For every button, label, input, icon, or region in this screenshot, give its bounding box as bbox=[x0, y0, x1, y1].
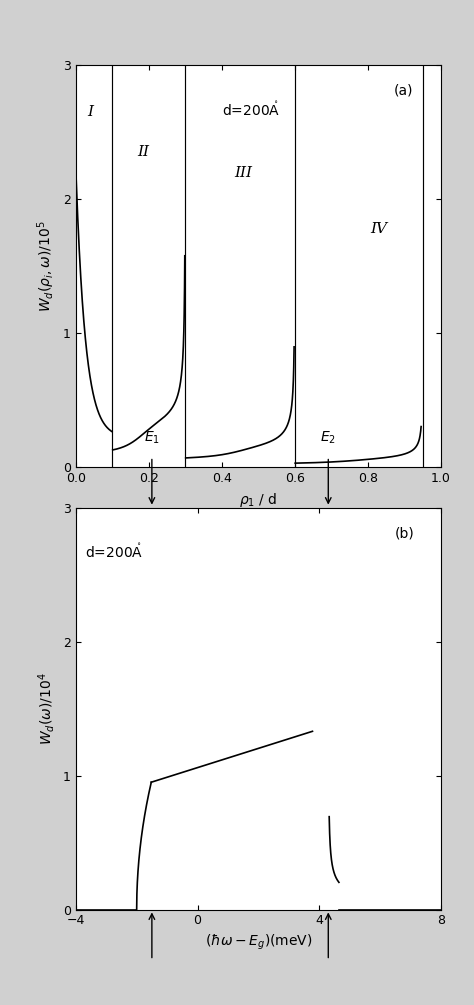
X-axis label: $(\hbar\omega - E_g)$(meV): $(\hbar\omega - E_g)$(meV) bbox=[205, 933, 312, 953]
Text: (a): (a) bbox=[393, 83, 413, 97]
X-axis label: $\rho_1$ / d: $\rho_1$ / d bbox=[239, 490, 278, 509]
Y-axis label: $W_d(\omega)/10^4$: $W_d(\omega)/10^4$ bbox=[36, 672, 57, 745]
Y-axis label: $W_d(\rho_i,\omega)/10^5$: $W_d(\rho_i,\omega)/10^5$ bbox=[36, 220, 57, 313]
Text: d=200$\mathring{\rm A}$: d=200$\mathring{\rm A}$ bbox=[222, 100, 280, 120]
Text: I: I bbox=[87, 106, 93, 120]
Text: II: II bbox=[137, 146, 149, 160]
Text: $E_1$: $E_1$ bbox=[144, 429, 160, 446]
Text: (b): (b) bbox=[395, 526, 415, 540]
Text: $E_2$: $E_2$ bbox=[320, 429, 336, 446]
Text: d=200$\mathring{\rm A}$: d=200$\mathring{\rm A}$ bbox=[85, 543, 143, 562]
Text: IV: IV bbox=[370, 222, 387, 236]
Text: III: III bbox=[235, 166, 253, 180]
